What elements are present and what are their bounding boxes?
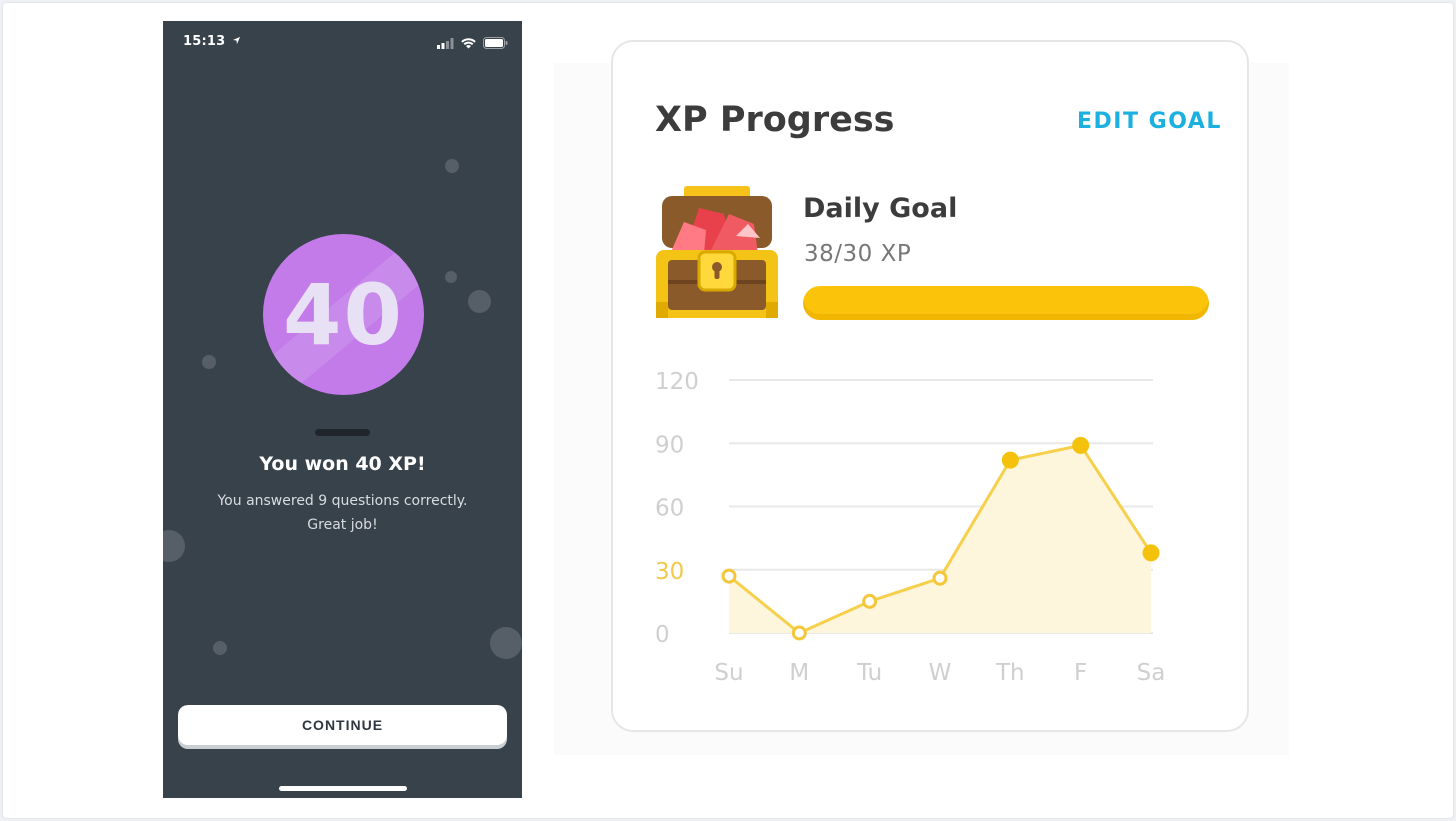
y-tick-label: 30	[655, 559, 684, 585]
data-point	[932, 570, 948, 586]
y-tick-label: 120	[655, 369, 699, 395]
card-title: XP Progress	[655, 100, 895, 140]
decorative-bubble	[163, 530, 185, 562]
data-point	[1072, 436, 1090, 454]
continue-button[interactable]: CONTINUE	[178, 705, 507, 745]
decorative-bubble	[445, 159, 459, 173]
x-tick-label: Sa	[1137, 660, 1166, 686]
series-area	[729, 445, 1151, 633]
data-point	[791, 625, 807, 641]
x-tick-label: Th	[995, 660, 1025, 686]
home-indicator[interactable]	[279, 786, 407, 791]
x-tick-label: Su	[714, 660, 743, 686]
divider	[315, 429, 370, 436]
xp-chart: 120 90 60 30 0 Su M Tu W Th F Sa	[655, 369, 1166, 686]
x-tick-label: Tu	[856, 660, 882, 686]
daily-goal-progress-fill	[803, 286, 1209, 320]
reward-subtitle-line2: Great job!	[307, 517, 378, 533]
x-tick-label: W	[929, 660, 952, 686]
daily-goal-progress-bar	[803, 286, 1209, 320]
daily-goal-title: Daily Goal	[803, 193, 958, 224]
y-tick-label: 60	[655, 496, 684, 522]
x-tick-label: F	[1074, 660, 1087, 686]
y-tick-label: 0	[655, 622, 670, 648]
xp-progress-card: XP Progress EDIT GOAL Daily Goal 38/30 X…	[611, 40, 1249, 732]
daily-goal-value: 38/30 XP	[804, 241, 912, 267]
edit-goal-link[interactable]: EDIT GOAL	[1077, 109, 1222, 134]
decorative-bubble	[213, 641, 227, 655]
data-point	[721, 568, 737, 584]
data-point	[1142, 544, 1160, 562]
decorative-bubble	[445, 271, 457, 283]
location-arrow-icon	[233, 36, 241, 45]
status-icons	[437, 37, 508, 49]
data-point	[862, 593, 878, 609]
phone-screen: 15:13 40 You won 40 XP! You answered 9 q…	[163, 21, 522, 798]
y-tick-label: 90	[655, 432, 684, 458]
decorative-bubble	[468, 290, 491, 313]
reward-subtitle-line1: You answered 9 questions correctly.	[217, 493, 468, 509]
decorative-bubble	[202, 355, 216, 369]
wifi-icon	[461, 37, 476, 48]
battery-icon	[483, 37, 508, 49]
reward-title: You won 40 XP!	[259, 453, 426, 475]
status-time: 15:13	[183, 34, 241, 49]
xp-number: 40	[283, 265, 404, 364]
signal-icon	[437, 37, 454, 49]
treasure-chest-icon	[656, 186, 778, 318]
data-point	[1001, 451, 1019, 469]
reward-subtitle: You answered 9 questions correctly. Grea…	[193, 489, 492, 537]
decorative-bubble	[490, 627, 522, 659]
xp-badge: 40	[263, 234, 424, 395]
x-tick-label: M	[789, 660, 809, 686]
